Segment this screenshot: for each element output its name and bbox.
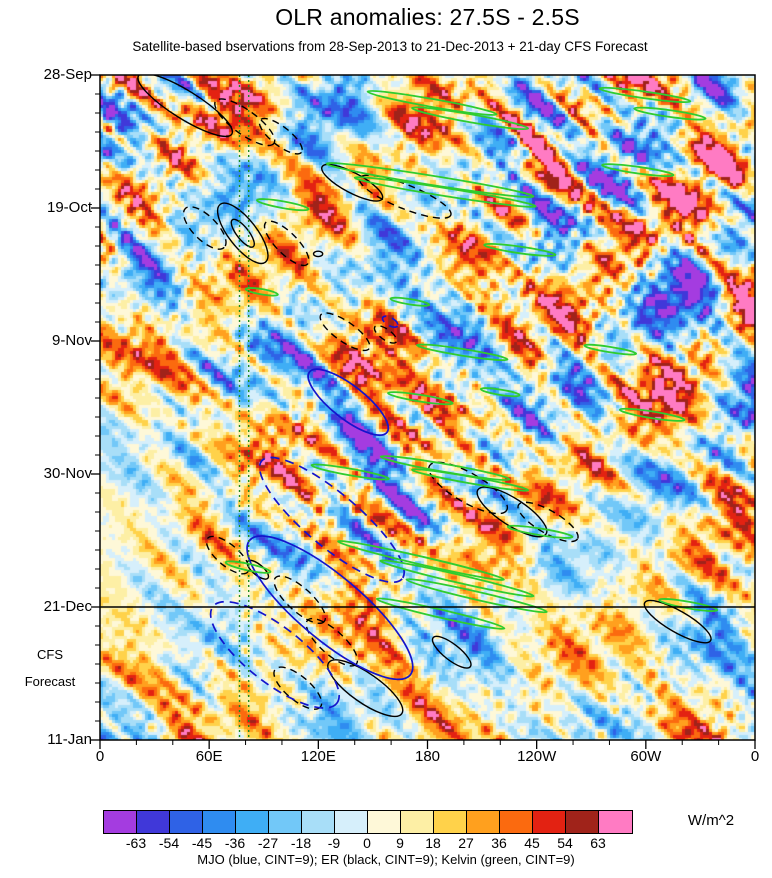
y-axis-tick-label: 19-Oct	[46, 199, 92, 216]
colorbar-tick-label: -27	[257, 835, 279, 851]
colorbar-tick-label: 36	[491, 835, 507, 851]
y-axis-tick-label: 11-Jan	[47, 731, 92, 748]
x-axis-tick-label: 180	[414, 748, 441, 765]
x-axis-tick-label: 0	[750, 748, 760, 765]
colorbar-segment	[137, 811, 170, 833]
colorbar-segment	[170, 811, 203, 833]
colorbar-segment	[599, 811, 632, 833]
cfs-forecast-label: CFS Forecast	[8, 641, 92, 695]
olr-anomaly-heatmap	[100, 75, 755, 740]
chart-subtitle: Satellite-based bservations from 28-Sep-…	[132, 39, 648, 54]
x-axis-tick-label: 60W	[630, 748, 662, 765]
colorbar-segment	[533, 811, 566, 833]
cfs-forecast-label-line: CFS	[37, 647, 63, 662]
colorbar-tick-label: -45	[191, 835, 213, 851]
y-axis-tick-label: 9-Nov	[51, 332, 92, 349]
chart-title: OLR anomalies: 27.5S - 2.5S	[275, 4, 580, 30]
x-axis-tick-label: 60E	[195, 748, 223, 765]
colorbar-tick-label: -9	[327, 835, 341, 851]
colorbar-tick-label: -63	[125, 835, 147, 851]
x-axis-tick-label: 120W	[517, 748, 557, 765]
colorbar-segment	[269, 811, 302, 833]
colorbar-segment	[335, 811, 368, 833]
x-axis-tick-label: 0	[95, 748, 105, 765]
colorbar	[103, 810, 633, 834]
colorbar-segment	[368, 811, 401, 833]
colorbar-segment	[500, 811, 533, 833]
colorbar-segment	[434, 811, 467, 833]
colorbar-tick-label: -36	[224, 835, 246, 851]
colorbar-segment	[401, 811, 434, 833]
colorbar-tick-label: -54	[158, 835, 180, 851]
colorbar-tick-label: 63	[590, 835, 606, 851]
cfs-forecast-label-line: Forecast	[24, 674, 76, 689]
colorbar-segment	[203, 811, 236, 833]
x-axis-tick-label: 120E	[300, 748, 336, 765]
colorbar-tick-label: -18	[290, 835, 312, 851]
colorbar-tick-label: 54	[557, 835, 573, 851]
y-axis-tick-label: 21-Dec	[43, 598, 92, 615]
colorbar-units-label: W/m^2	[687, 812, 735, 829]
colorbar-segment	[566, 811, 599, 833]
colorbar-tick-label: 27	[458, 835, 474, 851]
y-axis-tick-label: 28-Sep	[43, 66, 92, 83]
colorbar-tick-label: 45	[524, 835, 540, 851]
y-axis-tick-label: 30-Nov	[43, 465, 92, 482]
contour-legend-caption: MJO (blue, CINT=9); ER (black, CINT=9); …	[197, 852, 575, 867]
colorbar-tick-label: 18	[425, 835, 441, 851]
colorbar-tick-label: 9	[396, 835, 404, 851]
colorbar-segment	[236, 811, 269, 833]
colorbar-segment	[302, 811, 335, 833]
colorbar-segment	[467, 811, 500, 833]
colorbar-tick-label: 0	[363, 835, 371, 851]
colorbar-segment	[104, 811, 137, 833]
